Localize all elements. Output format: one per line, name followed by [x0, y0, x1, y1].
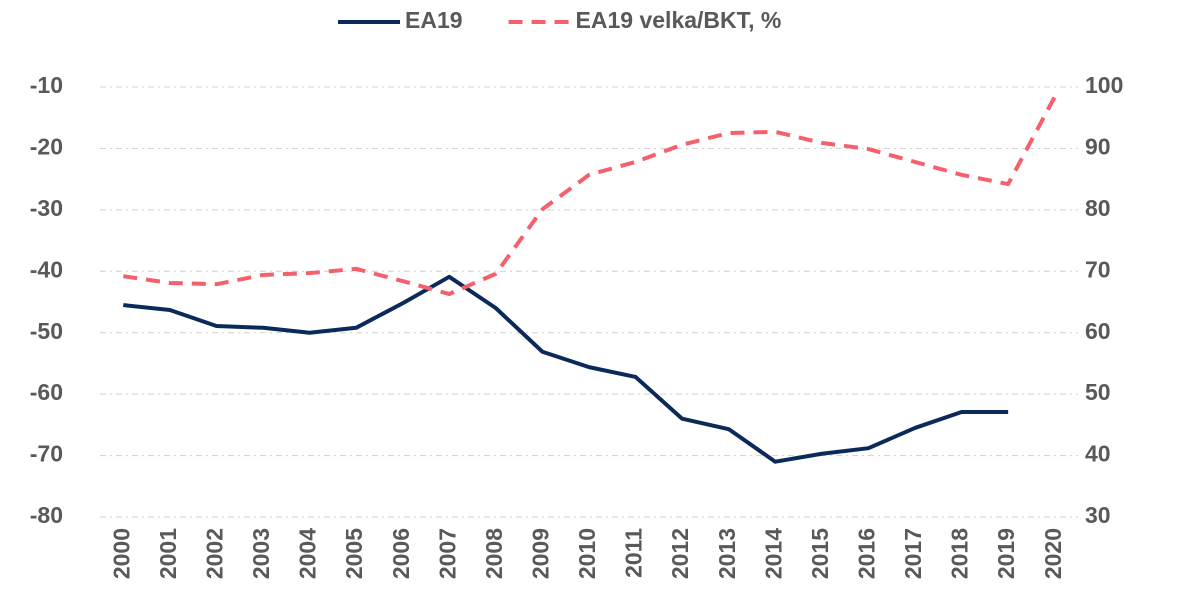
y-tick-label: -40 — [30, 256, 63, 282]
y2-tick-label: 90 — [1085, 134, 1111, 160]
x-tick-label: 2010 — [574, 528, 600, 579]
y-tick-label: -70 — [30, 441, 63, 467]
x-tick-label: 2001 — [155, 528, 181, 579]
y2-tick-label: 100 — [1085, 72, 1123, 98]
y-tick-label: -50 — [30, 318, 63, 344]
y2-tick-label: 40 — [1085, 441, 1111, 467]
x-tick-label: 2017 — [900, 528, 926, 579]
legend-label: EA19 — [405, 7, 463, 33]
x-tick-label: 2002 — [202, 528, 228, 579]
y2-tick-label: 80 — [1085, 195, 1111, 221]
y2-tick-label: 60 — [1085, 318, 1111, 344]
x-tick-label: 2003 — [248, 528, 274, 579]
y-tick-label: -10 — [30, 72, 63, 98]
x-tick-label: 2013 — [714, 528, 740, 579]
y2-tick-label: 50 — [1085, 379, 1111, 405]
x-tick-label: 2016 — [854, 528, 880, 579]
x-tick-label: 2007 — [434, 528, 460, 579]
x-tick-label: 2020 — [1040, 528, 1066, 579]
legend-label: EA19 velka/BKT, % — [576, 7, 782, 33]
x-tick-label: 2004 — [295, 528, 321, 579]
y-tick-label: -30 — [30, 195, 63, 221]
y2-tick-label: 70 — [1085, 256, 1111, 282]
x-tick-label: 2014 — [760, 528, 786, 579]
y2-tick-label: 30 — [1085, 502, 1111, 528]
y-tick-label: -60 — [30, 379, 63, 405]
x-tick-label: 2019 — [993, 528, 1019, 579]
y-tick-label: -80 — [30, 502, 63, 528]
x-tick-label: 2008 — [481, 528, 507, 579]
x-tick-label: 2012 — [667, 528, 693, 579]
x-tick-label: 2005 — [341, 528, 367, 579]
x-tick-label: 2018 — [947, 528, 973, 579]
x-tick-label: 2015 — [807, 528, 833, 579]
x-tick-label: 2000 — [108, 528, 134, 579]
y-tick-label: -20 — [30, 134, 63, 160]
x-tick-label: 2009 — [528, 528, 554, 579]
series-line — [123, 274, 1009, 464]
x-tick-label: 2011 — [621, 528, 647, 578]
x-tick-label: 2006 — [388, 528, 414, 579]
series-line — [122, 95, 1057, 297]
